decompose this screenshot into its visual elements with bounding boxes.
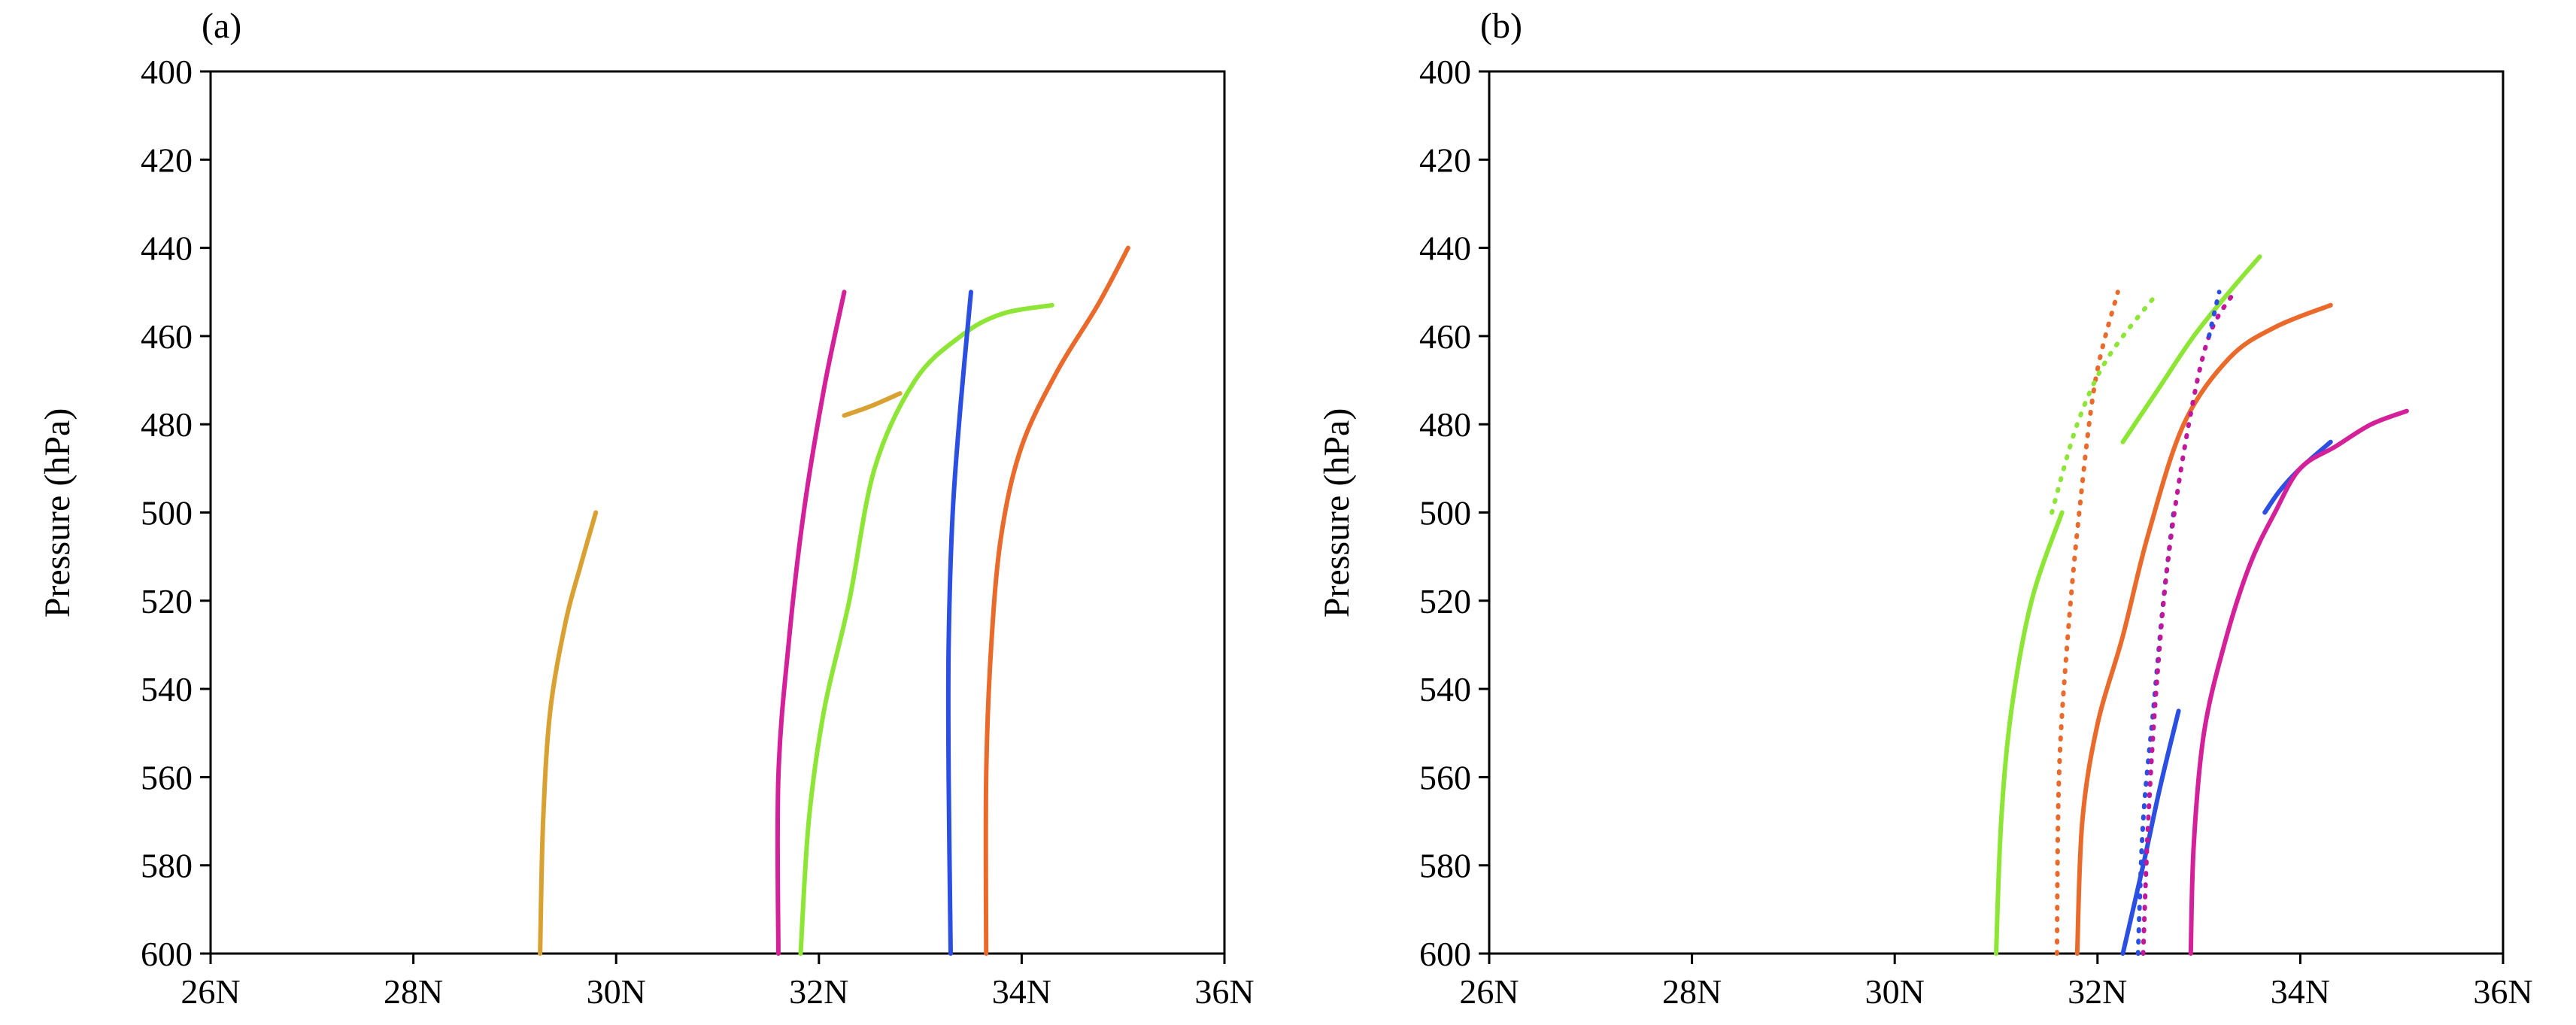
x-tick-label-b: 36N	[2473, 972, 2532, 1011]
y-tick-label-b: 440	[1419, 229, 1471, 268]
y-tick-label-a: 560	[141, 758, 193, 796]
panel-label-b: (b)	[1480, 6, 1522, 46]
y-tick-label-a: 420	[141, 141, 193, 179]
plot-area-a	[209, 70, 1226, 955]
y-tick-label-a: 440	[141, 229, 193, 268]
series-line-b-1	[1994, 510, 2065, 956]
series-line-a-6	[983, 245, 1130, 956]
series-line-a-3	[775, 290, 847, 956]
x-tick-label-a: 32N	[789, 972, 848, 1011]
y-tick-label-b: 600	[1419, 935, 1471, 973]
series-line-a-1	[538, 510, 599, 956]
y-tick-label-b: 520	[1419, 582, 1471, 620]
y-tick-label-a: 540	[141, 670, 193, 708]
panel-b: (b) Pressure (hPa) 26N 28N 30N 32N 34N 36N 400…	[1317, 6, 2533, 1011]
y-tick-label-b: 420	[1419, 141, 1471, 179]
series-line-b-2	[2120, 254, 2262, 444]
y-tick-label-a: 600	[141, 935, 193, 973]
plot-area-b	[1488, 70, 2505, 955]
series-line-a-4	[798, 302, 1054, 956]
y-tick-label-b: 480	[1419, 405, 1471, 444]
series-line-b-3	[2074, 302, 2333, 956]
y-tick-label-a: 500	[141, 494, 193, 532]
y-tick-label-a: 520	[141, 582, 193, 620]
x-tick-label-b: 34N	[2271, 972, 2330, 1011]
series-line-b-8	[2050, 290, 2161, 515]
x-tick-label-a: 28N	[384, 972, 443, 1011]
y-tick-label-a: 400	[141, 53, 193, 91]
x-tick-label-b: 30N	[1865, 972, 1925, 1011]
series-line-b-11	[2207, 290, 2222, 338]
series-line-b-5	[2262, 439, 2333, 515]
ticks-layer-b: 26N 28N 30N 32N 34N 36N 400 420 440 460 480 500 520 5…	[1419, 53, 2533, 1011]
x-tick-label-b: 26N	[1459, 972, 1519, 1011]
x-tick-label-a: 36N	[1194, 972, 1254, 1011]
series-layer-a	[538, 245, 1130, 956]
y-tick-label-b: 540	[1419, 670, 1471, 708]
y-tick-label-b: 460	[1419, 317, 1471, 356]
y-tick-label-b: 500	[1419, 494, 1471, 532]
ticks-layer-a: 26N 28N 30N 32N 34N 36N 400 420 440 460 480 500 520 5…	[141, 53, 1255, 1011]
y-tick-label-a: 480	[141, 405, 193, 444]
x-tick-label-a: 26N	[181, 972, 240, 1011]
y-tick-label-b: 400	[1419, 53, 1471, 91]
series-line-b-9	[2135, 510, 2176, 956]
panel-a: (a) Pressure (hPa) 26N 28N 30N 32N 34N 36N 400…	[38, 6, 1255, 1011]
x-tick-label-b: 28N	[1662, 972, 1722, 1011]
y-axis-title-b: Pressure (hPa)	[1317, 408, 1357, 618]
y-axis-title-a: Pressure (hPa)	[38, 408, 77, 618]
series-line-b-4	[2120, 708, 2181, 956]
x-tick-label-b: 32N	[2068, 972, 2127, 1011]
y-tick-label-b: 580	[1419, 847, 1471, 885]
series-line-a-2	[842, 391, 903, 418]
x-tick-label-a: 34N	[992, 972, 1051, 1011]
y-tick-label-b: 560	[1419, 758, 1471, 796]
panel-label-a: (a)	[202, 6, 241, 46]
series-layer-b	[1994, 254, 2409, 956]
y-tick-label-a: 460	[141, 317, 193, 356]
series-line-a-5	[945, 290, 973, 956]
x-tick-label-a: 30N	[587, 972, 646, 1011]
plot-frame-a	[209, 70, 1226, 955]
series-line-b-6	[2188, 408, 2409, 956]
plot-frame-b	[1488, 70, 2505, 955]
series-line-b-7	[2054, 290, 2120, 956]
y-tick-label-a: 580	[141, 847, 193, 885]
